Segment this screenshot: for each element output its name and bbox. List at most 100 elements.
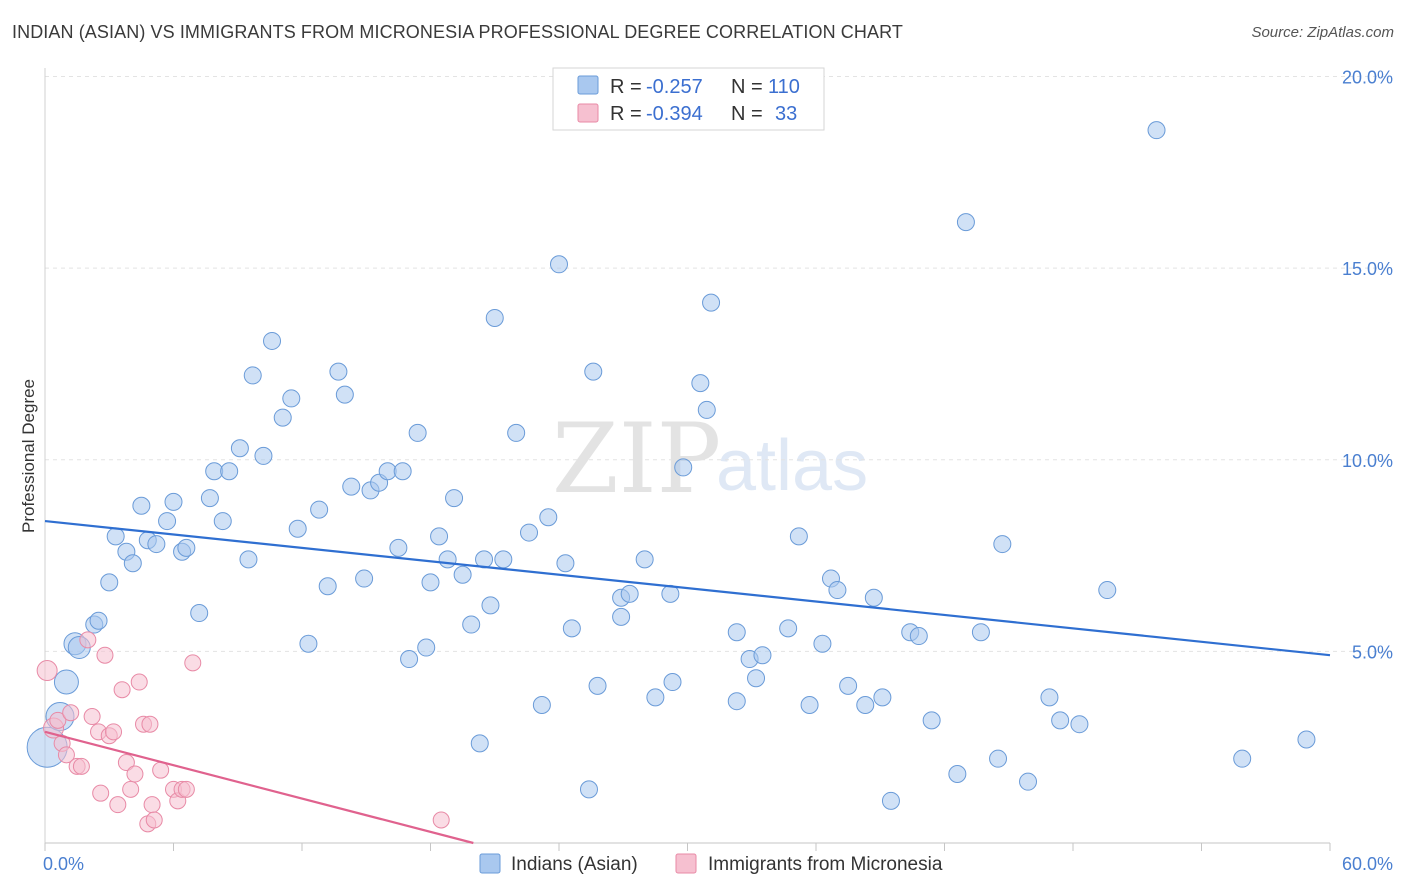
y-tick-label: 15.0%: [1342, 259, 1393, 279]
indian-point: [164, 492, 183, 511]
micronesia-point: [62, 704, 80, 722]
indian-point: [663, 673, 682, 692]
stats-legend-n-value: 110: [768, 76, 800, 98]
indian-point: [956, 213, 975, 232]
stats-legend-n-label: N =: [731, 103, 763, 125]
indian-point: [205, 462, 224, 481]
series-legend-swatch-pink: [675, 853, 697, 874]
indian-point: [646, 688, 665, 707]
chart-title: INDIAN (ASIAN) VS IMMIGRANTS FROM MICRON…: [12, 22, 903, 42]
watermark-zip: ZIP: [552, 403, 721, 515]
watermark-atlas: atlas: [716, 426, 868, 506]
indian-point: [556, 554, 575, 573]
y-tick-label: 20.0%: [1342, 68, 1393, 88]
indian-point: [612, 607, 631, 626]
micronesia-point: [145, 811, 163, 829]
micronesia-point: [130, 673, 148, 691]
indian-point: [335, 385, 354, 404]
indian-point: [839, 676, 858, 695]
indian-point: [620, 584, 639, 603]
stats-legend-swatch-pink: [577, 103, 599, 123]
indian-point: [462, 615, 481, 634]
indian-point: [378, 462, 397, 481]
indian-point: [1297, 730, 1316, 749]
indian-point: [813, 634, 832, 653]
series-legend-label-micronesia: Immigrants from Micronesia: [708, 854, 943, 875]
indian-point: [393, 462, 412, 481]
indian-point: [132, 496, 151, 515]
indian-point: [417, 638, 436, 657]
micronesia-point: [105, 723, 123, 741]
indian-point: [789, 527, 808, 546]
indian-point: [856, 696, 875, 715]
indian-point: [438, 550, 457, 569]
micronesia-point: [184, 654, 202, 672]
indian-point: [989, 749, 1008, 768]
indian-point: [123, 554, 142, 573]
stats-legend-r-value: -0.394: [646, 103, 703, 125]
stats-legend-r-label: R =: [610, 103, 642, 125]
indian-point: [873, 688, 892, 707]
indian-point: [881, 791, 900, 810]
indian-point: [579, 780, 598, 799]
micronesia-point: [126, 765, 144, 783]
micronesia-point: [432, 811, 450, 829]
micronesia-trend-line: [44, 730, 474, 845]
indian-point: [1019, 772, 1038, 791]
indian-point: [697, 400, 716, 419]
x-tick-label: 60.0%: [1342, 854, 1393, 874]
micronesia-point: [109, 796, 127, 814]
micronesia-point: [122, 780, 140, 798]
indian-point: [254, 446, 273, 465]
indian-point: [470, 734, 489, 753]
indian-point: [532, 696, 551, 715]
indian-point: [800, 696, 819, 715]
micronesia-point: [83, 708, 101, 726]
indian-point: [213, 512, 232, 531]
indian-point: [993, 535, 1012, 554]
indian-point: [562, 619, 581, 638]
stats-legend-r-value: -0.257: [646, 76, 703, 98]
indian-point: [89, 611, 108, 630]
micronesia-point: [177, 780, 195, 798]
indian-point: [948, 765, 967, 784]
indian-point: [318, 577, 337, 596]
indian-point: [864, 588, 883, 607]
indian-point: [588, 676, 607, 695]
indian-point: [635, 550, 654, 569]
indian-point: [971, 623, 990, 642]
micronesia-point: [36, 660, 58, 682]
indian-point: [53, 669, 79, 695]
indian-point: [282, 389, 301, 408]
y-tick-label: 5.0%: [1352, 642, 1393, 662]
series-legend-swatch-blue: [479, 853, 501, 874]
micronesia-point: [143, 796, 161, 814]
indian-point: [520, 523, 539, 542]
micronesia-point: [72, 757, 90, 775]
trend-lines: [44, 519, 1331, 845]
series-legend-label-indians: Indians (Asian): [511, 854, 638, 875]
indian-point: [430, 527, 449, 546]
micronesia-point: [117, 754, 135, 772]
indian-point: [400, 650, 419, 669]
indian-point: [273, 408, 292, 427]
stats-legend-r-label: R =: [610, 76, 642, 98]
y-tick-label: 10.0%: [1342, 451, 1393, 471]
indian-trend-line: [44, 519, 1331, 657]
x-tick-label: 0.0%: [43, 854, 84, 874]
indian-point: [288, 519, 307, 538]
indian-point: [158, 512, 177, 531]
indian-point: [342, 477, 361, 496]
indian-point: [727, 692, 746, 711]
indian-point: [909, 627, 928, 646]
micronesia-point: [113, 681, 131, 699]
indian-point: [453, 565, 472, 584]
indian-point: [263, 331, 282, 350]
micronesia-point: [92, 784, 110, 802]
indian-point: [243, 366, 262, 385]
indian-point: [445, 489, 464, 508]
stats-legend: R = -0.257 N = 110 R = -0.394 N = 33: [552, 67, 825, 131]
indian-point: [485, 308, 504, 327]
ticks: 5.0% 10.0% 15.0% 20.0% 0.0% 60.0%: [43, 68, 1393, 874]
stats-legend-swatch-blue: [577, 75, 599, 95]
